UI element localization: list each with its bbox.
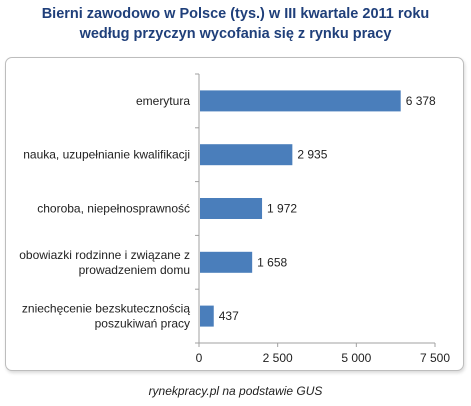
category-label-line: prowadzeniem domu [79,263,190,277]
category-label-line: emerytura [136,94,190,108]
category-label-line: zniechęcenie bezskutecznością [22,302,190,316]
bar [200,144,293,166]
source-caption: rynekpracy.pl na podstawie GUS [148,384,323,398]
bar [200,90,401,112]
category-label-line: choroba, niepełnosprawność [37,202,190,216]
x-tick-label: 2 500 [263,351,293,365]
data-label: 437 [219,309,239,323]
category-label: obowiazki rodzinne i związane z prowadzen… [19,248,190,277]
category-label-line: obowiazki rodzinne i związane z [19,248,190,262]
chart-title: Bierni zawodowo w Polsce (tys.) w III kw… [0,4,471,44]
x-tick-label: 7 500 [420,351,450,365]
chart-title-line-2: według przyczyn wycofania się z rynku pr… [79,26,392,42]
bar [200,305,214,327]
category-label: zniechęcenie bezskutecznością poszukiwań … [22,302,190,331]
category-label: choroba, niepełnosprawność [37,202,190,216]
category-label-line: poszukiwań pracy [95,317,190,331]
category-label-line: nauka, uzupełnianie kwalifikacji [23,148,190,162]
x-tick-label: 5 000 [341,351,371,365]
bar [200,251,253,273]
bar [200,198,263,219]
data-label: 6 378 [406,94,436,108]
data-label: 1 658 [257,255,287,269]
x-tick-label: 0 [196,351,203,365]
data-label: 2 935 [297,148,327,162]
category-label: emerytura [136,94,190,108]
data-label: 1 972 [267,202,297,216]
chart-title-line-1: Bierni zawodowo w Polsce (tys.) w III kw… [41,6,430,22]
category-label: nauka, uzupełnianie kwalifikacji [23,148,190,162]
